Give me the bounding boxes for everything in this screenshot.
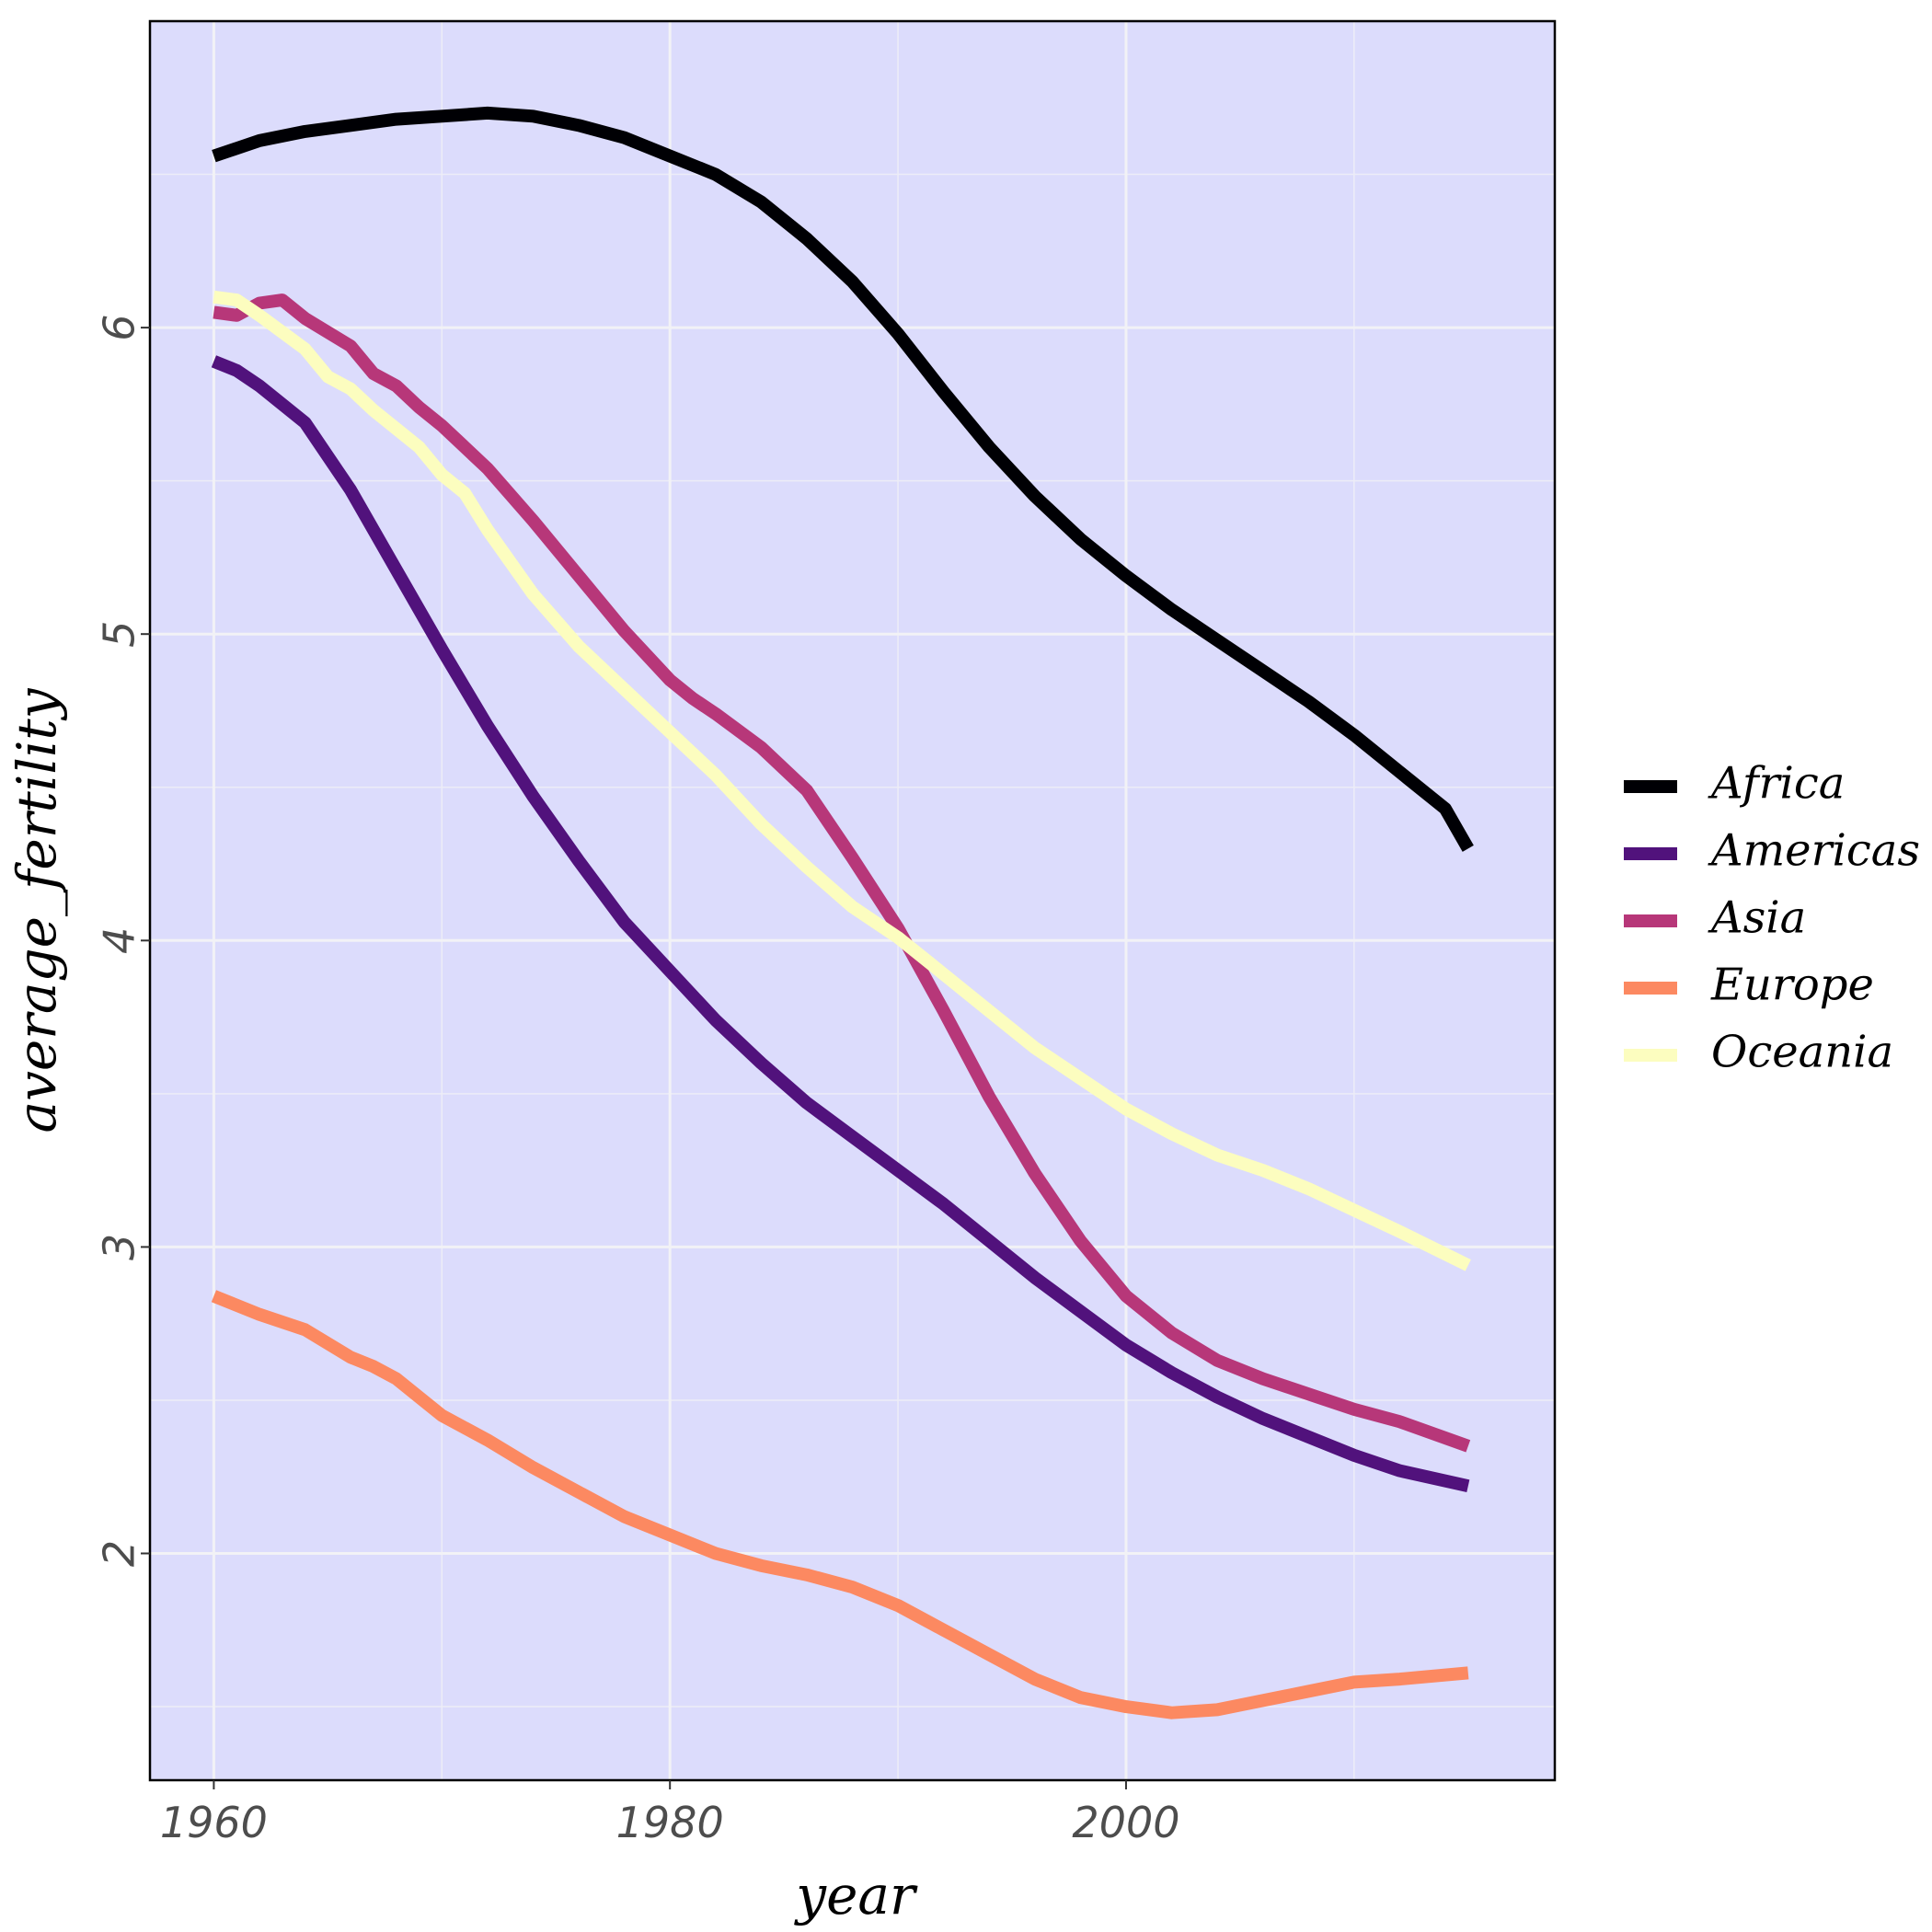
x-tick-label: 1980 [616, 1798, 724, 1847]
y-tick-label: 2 [95, 1540, 144, 1567]
legend-label-americas: Americas [1708, 825, 1920, 877]
legend-label-oceania: Oceania [1711, 1027, 1893, 1078]
series-line-europe [211, 1290, 1469, 1719]
plot-panel-border [148, 19, 1557, 1782]
x-axis-ticks: 1960 1980 2000 [160, 1780, 1180, 1847]
y-axis-title: average_fertility [6, 687, 68, 1133]
series-line-africa [212, 106, 1474, 852]
x-axis-title: year [793, 1864, 918, 1926]
series-lines [211, 106, 1474, 1719]
y-tick-label: 4 [95, 927, 144, 954]
x-tick-label: 2000 [1072, 1798, 1179, 1847]
y-tick-label: 5 [95, 621, 144, 648]
series-line-asia [213, 293, 1471, 1453]
legend-label-europe: Europe [1710, 960, 1874, 1011]
y-tick-label: 6 [95, 314, 144, 340]
series-line-americas [211, 355, 1470, 1493]
y-axis-ticks: 2 3 4 5 6 [95, 314, 150, 1567]
y-tick-label: 3 [95, 1234, 144, 1260]
series-line-oceania [213, 290, 1471, 1271]
legend-label-asia: Asia [1708, 892, 1806, 944]
minor-gridlines [150, 21, 1555, 1780]
major-gridlines [150, 21, 1555, 1780]
legend: Africa Americas Asia Europe Oceania [1624, 758, 1920, 1078]
x-tick-label: 1960 [160, 1798, 268, 1847]
legend-label-africa: Africa [1708, 758, 1845, 810]
